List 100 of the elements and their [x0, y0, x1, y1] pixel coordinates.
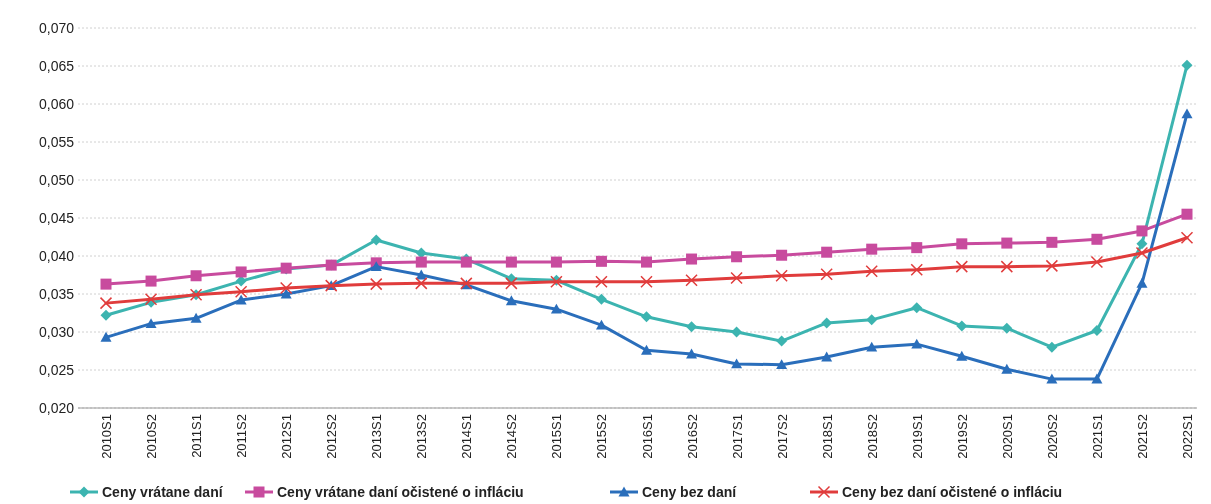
point — [1091, 324, 1103, 336]
point — [1135, 246, 1149, 260]
point — [821, 351, 833, 362]
point — [685, 274, 698, 287]
x-tick-label: 2022S1 — [1180, 414, 1195, 459]
x-tick-label: 2020S1 — [999, 414, 1015, 459]
point — [370, 277, 383, 291]
point — [145, 275, 157, 287]
point — [550, 303, 562, 314]
x-tick-label: 2010S1 — [99, 414, 114, 459]
point — [235, 266, 247, 278]
point — [866, 314, 878, 326]
point — [595, 275, 608, 289]
point — [1001, 322, 1013, 334]
x-tick-label: 2017S1 — [729, 414, 745, 459]
point — [731, 358, 743, 369]
point — [866, 243, 878, 255]
point — [731, 251, 743, 263]
x-tick-label: 2018S1 — [819, 414, 835, 459]
point — [820, 267, 833, 281]
point — [911, 242, 923, 254]
y-tick-label: 0,045 — [38, 209, 75, 226]
point — [1000, 260, 1014, 273]
x-tick-label: 2015S2 — [594, 414, 610, 459]
x-tick-label: 2020S2 — [1044, 414, 1060, 459]
point — [686, 321, 698, 333]
point — [100, 309, 112, 321]
point — [190, 312, 202, 323]
point — [595, 293, 607, 305]
point — [595, 255, 607, 267]
point — [99, 296, 113, 310]
point — [1136, 277, 1148, 288]
point — [775, 269, 788, 283]
point — [1136, 238, 1148, 250]
point — [641, 344, 652, 355]
point — [730, 271, 743, 285]
x-tick-label: 2012S1 — [279, 414, 295, 459]
x-tick-label: 2019S1 — [909, 414, 925, 459]
point — [370, 261, 382, 272]
x-tick-label: 2016S1 — [639, 414, 655, 459]
point — [1045, 259, 1059, 273]
x-tick-label: 2012S2 — [324, 414, 340, 459]
point — [686, 348, 698, 359]
point — [911, 302, 923, 314]
point — [955, 260, 969, 273]
point — [415, 277, 428, 290]
point — [505, 277, 518, 290]
legend-label: Ceny vrátane daní očistené o infláciu — [277, 483, 524, 500]
point — [686, 253, 698, 265]
y-tick-label: 0,035 — [38, 285, 75, 302]
y-tick-label: 0,060 — [38, 95, 75, 112]
point — [956, 320, 968, 332]
point — [100, 331, 112, 342]
y-tick-label: 0,070 — [38, 19, 75, 36]
x-tick-label: 2011S1 — [189, 414, 205, 458]
point — [1091, 373, 1103, 384]
point — [640, 275, 653, 289]
point — [595, 319, 607, 330]
x-tick-label: 2010S2 — [144, 414, 160, 459]
legend-label: Ceny bez daní — [642, 483, 738, 500]
point — [1046, 236, 1058, 248]
point — [776, 359, 788, 370]
point — [505, 256, 517, 268]
point — [1181, 59, 1193, 71]
x-tick-label: 2019S2 — [954, 414, 970, 459]
point — [370, 234, 382, 246]
x-tick-label: 2014S1 — [459, 414, 475, 459]
point — [776, 249, 788, 261]
point — [1136, 225, 1148, 237]
point — [1181, 208, 1193, 220]
x-tick-label: 2021S1 — [1089, 414, 1105, 459]
point — [866, 341, 878, 352]
point — [1181, 108, 1193, 119]
y-tick-label: 0,040 — [38, 247, 75, 264]
point — [1090, 255, 1104, 269]
y-tick-label: 0,020 — [38, 399, 75, 416]
x-tick-label: 2014S2 — [504, 414, 520, 459]
x-tick-label: 2016S2 — [684, 414, 700, 459]
point — [1046, 341, 1058, 353]
y-tick-label: 0,025 — [38, 361, 75, 378]
y-tick-label: 0,050 — [38, 171, 75, 188]
y-tick-label: 0,065 — [38, 57, 75, 74]
point — [911, 338, 923, 349]
point — [550, 256, 562, 268]
point — [821, 246, 833, 258]
point — [1001, 237, 1013, 249]
point — [280, 288, 292, 299]
legend-label: Ceny vrátane daní — [102, 483, 224, 500]
y-tick-label: 0,030 — [38, 323, 75, 340]
x-tick-label: 2015S1 — [549, 414, 565, 459]
point — [910, 263, 923, 276]
point — [731, 326, 743, 338]
x-tick-label: 2013S1 — [369, 414, 385, 459]
x-tick-label: 2017S2 — [774, 414, 790, 459]
point — [279, 281, 293, 295]
x-tick-label: 2021S2 — [1134, 414, 1150, 459]
legend-label: Ceny bez daní očistené o infláciu — [842, 483, 1063, 500]
point — [235, 294, 247, 305]
point — [415, 256, 427, 268]
x-tick-label: 2018S2 — [864, 414, 880, 459]
